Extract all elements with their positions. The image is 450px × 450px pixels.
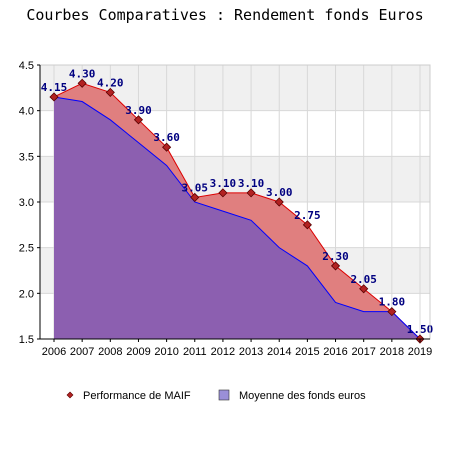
series-areas bbox=[53, 82, 421, 340]
legend-label-average: Moyenne des fonds euros bbox=[239, 390, 366, 402]
legend-swatch-average bbox=[218, 389, 230, 401]
x-tick-label: 2011 bbox=[183, 346, 207, 358]
data-point bbox=[274, 197, 284, 207]
legend-label-maif: Performance de MAIF bbox=[83, 390, 191, 402]
data-label: 3.10 bbox=[238, 177, 265, 190]
data-point bbox=[49, 92, 59, 102]
data-point bbox=[359, 284, 369, 294]
x-tick-label: 2018 bbox=[380, 346, 404, 358]
y-tick-label: 2.0 bbox=[19, 288, 34, 300]
x-tick-label: 2016 bbox=[323, 346, 347, 358]
data-label: 2.05 bbox=[350, 273, 377, 286]
x-tick-label: 2014 bbox=[267, 346, 291, 358]
x-tick-label: 2017 bbox=[351, 346, 375, 358]
x-tick-label: 2008 bbox=[98, 346, 122, 358]
series-line-1 bbox=[53, 96, 421, 340]
data-label: 3.10 bbox=[210, 177, 237, 190]
axes: 1.5 2.0 2.5 3.0 3.5 4.0 4.5 2006 2007 2008 2009 201… bbox=[19, 60, 433, 358]
data-label: 4.20 bbox=[97, 76, 124, 89]
series-line-0 bbox=[53, 82, 421, 340]
data-point bbox=[77, 78, 87, 88]
data-label: 3.60 bbox=[153, 131, 180, 144]
legend-marker-maif bbox=[66, 391, 74, 399]
data-point bbox=[190, 192, 200, 202]
data-point bbox=[246, 188, 256, 198]
data-point bbox=[387, 307, 397, 317]
y-tick-label: 3.0 bbox=[19, 197, 34, 209]
data-labels: 4.154.304.203.903.603.05 3.10 3.103.002.75… bbox=[41, 67, 434, 336]
y-tick-label: 3.5 bbox=[19, 151, 34, 163]
x-tick-label: 2015 bbox=[295, 346, 319, 358]
x-tick-label: 2019 bbox=[408, 346, 432, 358]
data-label: 1.80 bbox=[379, 296, 406, 309]
y-tick-label: 2.5 bbox=[19, 243, 34, 255]
data-label: 3.05 bbox=[182, 181, 209, 194]
data-label: 4.30 bbox=[69, 67, 96, 80]
series-markers bbox=[49, 78, 425, 344]
data-point bbox=[302, 220, 312, 230]
x-tick-label: 2013 bbox=[239, 346, 263, 358]
area-1 bbox=[54, 96, 420, 339]
data-point bbox=[162, 142, 172, 152]
data-point bbox=[133, 115, 144, 125]
y-tick-label: 4.0 bbox=[19, 106, 34, 118]
x-tick-label: 2006 bbox=[42, 346, 66, 358]
x-tick-label: 2007 bbox=[70, 346, 94, 358]
data-label: 4.15 bbox=[41, 81, 68, 94]
data-label: 1.50 bbox=[407, 323, 434, 336]
x-tick-label: 2012 bbox=[211, 346, 235, 358]
data-label: 3.90 bbox=[125, 104, 152, 117]
data-label: 2.30 bbox=[322, 250, 349, 263]
data-point bbox=[105, 87, 115, 97]
x-tick-label: 2010 bbox=[154, 346, 178, 358]
data-label: 2.75 bbox=[294, 209, 321, 222]
data-point bbox=[218, 188, 228, 198]
chart-title: Courbes Comparatives : Rendement fonds E… bbox=[26, 6, 423, 24]
data-label: 3.00 bbox=[266, 186, 293, 199]
data-point bbox=[330, 261, 341, 271]
x-tick-label: 2009 bbox=[126, 346, 150, 358]
y-tick-label: 4.5 bbox=[19, 60, 34, 72]
legend: Performance de MAIF Moyenne des fonds eur… bbox=[66, 389, 366, 402]
y-tick-label: 1.5 bbox=[19, 334, 34, 346]
